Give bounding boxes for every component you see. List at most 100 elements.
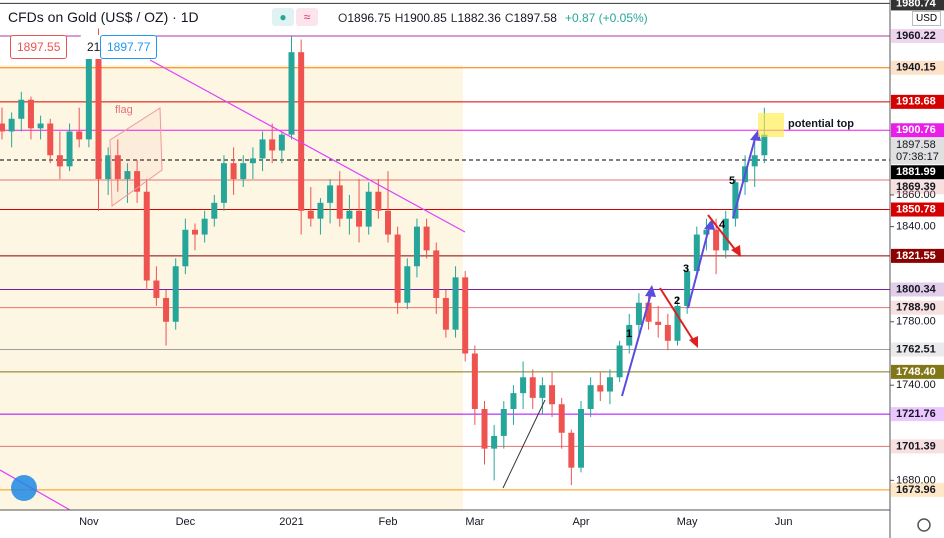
candle-body bbox=[481, 408, 488, 449]
candle-body bbox=[703, 229, 710, 235]
candle-body bbox=[616, 345, 623, 378]
candle-body bbox=[645, 302, 652, 322]
price-label: 1673.96 bbox=[896, 484, 936, 496]
candle-body bbox=[192, 229, 198, 235]
candle-body bbox=[8, 118, 15, 132]
candle-body bbox=[413, 226, 420, 267]
candle-body bbox=[259, 139, 266, 159]
price-label-box bbox=[891, 28, 944, 43]
candle-body bbox=[597, 385, 604, 392]
price-label: 1748.40 bbox=[896, 366, 936, 378]
candle-body bbox=[626, 324, 633, 346]
candle-body bbox=[375, 191, 382, 211]
candle-body bbox=[220, 163, 227, 203]
price-label-box bbox=[891, 138, 944, 165]
candle-body bbox=[172, 266, 179, 322]
candle-body bbox=[134, 171, 141, 192]
candle-body bbox=[385, 210, 391, 235]
candle-body bbox=[674, 305, 681, 341]
candle-body bbox=[558, 404, 565, 433]
price-label: 1869.39 bbox=[896, 181, 936, 193]
candle-body bbox=[635, 302, 642, 325]
price-label: 1940.15 bbox=[896, 62, 936, 74]
candle-body bbox=[520, 377, 527, 394]
candle-body bbox=[423, 226, 430, 251]
candle-body bbox=[37, 123, 44, 129]
candle-body bbox=[336, 185, 343, 219]
candle-body bbox=[568, 432, 575, 468]
candle-body bbox=[76, 131, 83, 140]
candle-body bbox=[356, 210, 363, 227]
x-tick-label: 2021 bbox=[279, 516, 303, 528]
price-label: 1701.39 bbox=[896, 440, 936, 452]
sell-button[interactable]: 1897.55 bbox=[10, 35, 68, 59]
candle-body bbox=[365, 191, 372, 227]
status-icon[interactable]: ● bbox=[272, 8, 294, 26]
indicator-icons: ● ≈ bbox=[272, 8, 318, 26]
candle-body bbox=[471, 353, 478, 409]
y-tick-label: 1860.00 bbox=[896, 189, 936, 201]
candle-body bbox=[327, 185, 334, 203]
candle-body bbox=[211, 202, 218, 219]
price-label-box bbox=[891, 282, 944, 297]
candle-body bbox=[27, 99, 34, 129]
candle-body bbox=[143, 191, 150, 281]
candle-body bbox=[47, 123, 54, 156]
price-label-box bbox=[891, 0, 944, 11]
candle-body bbox=[153, 280, 160, 298]
wave-label: 5 bbox=[729, 175, 735, 187]
candle-body bbox=[278, 134, 285, 151]
ohlc-key: H bbox=[394, 11, 404, 25]
price-label-box bbox=[891, 60, 944, 75]
candle-body bbox=[85, 52, 92, 140]
x-tick-label: Feb bbox=[379, 516, 398, 528]
currency-label: USD bbox=[912, 11, 942, 26]
price-label: 1918.68 bbox=[896, 96, 936, 108]
trend-line bbox=[502, 399, 546, 489]
x-tick-label: Dec bbox=[176, 516, 196, 528]
settings-button[interactable] bbox=[917, 518, 931, 532]
candle-body bbox=[587, 385, 594, 409]
price-label-box bbox=[891, 439, 944, 454]
wave-label: 4 bbox=[719, 219, 726, 231]
wave-arrows bbox=[621, 130, 761, 397]
candle-body bbox=[182, 229, 189, 267]
ohlc-key: L bbox=[450, 11, 458, 25]
x-tick-label: Apr bbox=[572, 516, 589, 528]
candle-body bbox=[751, 155, 758, 167]
ohlc-value: 1882.36 bbox=[457, 11, 501, 25]
x-tick-label: Mar bbox=[465, 516, 484, 528]
candle-body bbox=[606, 377, 613, 392]
y-tick-label: 1740.00 bbox=[896, 379, 936, 391]
waves-icon[interactable]: ≈ bbox=[296, 8, 318, 26]
candle-body bbox=[346, 210, 353, 219]
ohlc-value: 1896.75 bbox=[347, 11, 391, 25]
candle-body bbox=[66, 131, 73, 167]
candle-body bbox=[549, 385, 556, 405]
logo[interactable] bbox=[11, 475, 37, 501]
candle-body bbox=[269, 139, 276, 151]
candle-body bbox=[249, 158, 256, 164]
candle-body bbox=[124, 171, 131, 180]
buy-button[interactable]: 1897.77 bbox=[100, 35, 158, 59]
y-tick-label: 1680.00 bbox=[896, 474, 936, 486]
candle-body bbox=[394, 234, 401, 303]
candle-body bbox=[230, 163, 237, 180]
price-label: 1960.22 bbox=[896, 30, 936, 42]
candle-body bbox=[201, 218, 208, 235]
ohlc-key: C bbox=[504, 11, 514, 25]
price-label: 1821.55 bbox=[896, 250, 936, 262]
candle-body bbox=[655, 321, 662, 325]
x-tick-label: May bbox=[677, 516, 698, 528]
price-label: 1788.90 bbox=[896, 302, 936, 314]
price-label: 1881.99 bbox=[896, 166, 936, 178]
candle-body bbox=[298, 52, 305, 211]
ohlc-value: 1900.85 bbox=[403, 11, 447, 25]
price-label: 1897.58 bbox=[896, 139, 936, 151]
ohlc-legend: O1896.75 H1900.85 L1882.36 C1897.58 +0.87 (+… bbox=[338, 11, 648, 25]
candle-body bbox=[539, 385, 546, 398]
price-label-box bbox=[891, 165, 944, 180]
candle-body bbox=[307, 210, 314, 219]
